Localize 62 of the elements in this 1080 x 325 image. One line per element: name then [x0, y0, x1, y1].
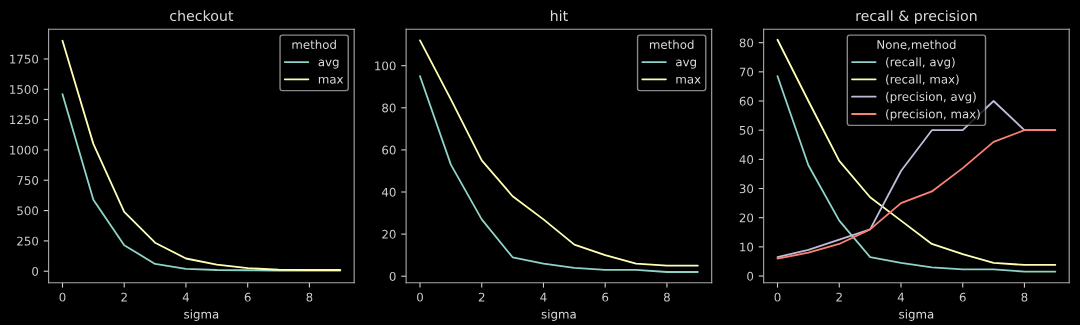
y-tick-label: 0: [32, 266, 39, 276]
y-tick-label: 1000: [10, 145, 39, 155]
x-tick-label: 0: [59, 292, 66, 302]
y-tick-label: 1250: [10, 115, 39, 125]
line-series: [61, 39, 342, 271]
y-tick-label: 30: [739, 184, 754, 194]
x-tick-label: 8: [306, 292, 313, 302]
chart-title: checkout: [170, 10, 234, 22]
y-tick-label: 50: [739, 125, 754, 135]
legend-title: None,method: [877, 39, 956, 51]
y-tick-label: 20: [739, 213, 754, 223]
x-tick-label: 6: [959, 292, 966, 302]
y-tick-label: 40: [739, 155, 754, 165]
y-tick-label: 80: [739, 38, 754, 48]
line-series: [61, 93, 342, 272]
x-axis-title: sigma: [184, 309, 219, 321]
y-tick-label: 1750: [10, 54, 39, 64]
y-tick-label: 60: [382, 145, 396, 155]
chart-title: recall & precision: [856, 10, 977, 24]
x-tick-label: 6: [244, 292, 251, 302]
legend-label: (recall, avg): [886, 57, 955, 69]
x-tick-label: 2: [836, 292, 842, 302]
x-axis-title: sigma: [899, 309, 934, 321]
x-tick-label: 8: [663, 292, 670, 302]
line-series: [776, 75, 1057, 273]
y-tick-label: 10: [740, 242, 754, 252]
y-tick-label: 0: [389, 271, 396, 281]
y-tick-label: 1500: [10, 85, 39, 94]
chart-title: hit: [550, 10, 568, 21]
y-tick-label: 0: [747, 271, 754, 281]
legend-label: (precision, avg): [886, 91, 976, 104]
legend-label: max: [676, 76, 701, 84]
legend-title: method: [292, 39, 336, 50]
x-tick-label: 8: [1021, 292, 1028, 302]
y-tick-label: 500: [17, 206, 39, 216]
legend-label: max: [318, 76, 344, 84]
x-tick-label: 2: [478, 292, 485, 302]
y-tick-label: 60: [739, 96, 754, 106]
line-series: [776, 129, 1057, 260]
legend-title: method: [649, 39, 694, 50]
y-tick-label: 70: [739, 67, 754, 77]
legend-label: avg: [676, 59, 696, 69]
x-tick-label: 0: [417, 292, 423, 302]
y-tick-label: 100: [375, 61, 396, 71]
line-series: [419, 75, 699, 273]
y-tick-label: 80: [382, 103, 396, 113]
x-axis-title: sigma: [541, 309, 576, 321]
legend-label: (precision, max): [886, 109, 980, 121]
legend-label: (recall, max): [886, 74, 959, 86]
x-tick-label: 4: [540, 292, 547, 302]
y-tick-label: 750: [17, 175, 39, 185]
legend-label: avg: [318, 59, 339, 69]
y-tick-label: 20: [382, 229, 396, 239]
x-tick-label: 2: [121, 292, 127, 302]
x-tick-label: 4: [897, 292, 905, 302]
x-tick-label: 4: [182, 292, 190, 302]
y-tick-label: 40: [381, 187, 396, 197]
y-tick-label: 250: [17, 236, 39, 246]
line-series: [419, 39, 699, 267]
x-tick-label: 6: [602, 292, 609, 302]
x-tick-label: 0: [774, 292, 781, 302]
line-series: [776, 38, 1057, 266]
